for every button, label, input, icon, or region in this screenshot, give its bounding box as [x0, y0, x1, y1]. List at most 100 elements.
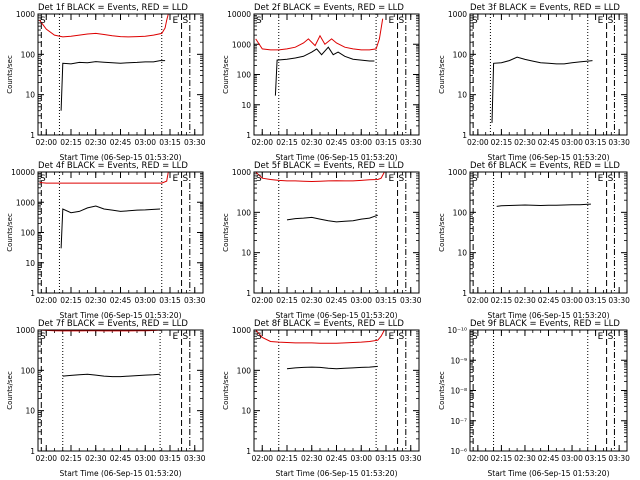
y-tick-label: 1000 — [16, 198, 35, 207]
x-axis-label: Start Time (06-Sep-15 01:53:20) — [488, 153, 610, 162]
y-tick-label: 10 — [241, 249, 251, 258]
x-tick-label: 02:00 — [35, 138, 57, 147]
plot-frame — [37, 329, 204, 452]
panel-title: Det 2f BLACK = Events, RED = LLD — [254, 3, 404, 13]
x-axis-label: Start Time (06-Sep-15 01:53:20) — [488, 311, 610, 320]
lld-series-line — [39, 14, 170, 38]
y-tick-label: 10 — [25, 407, 35, 416]
y-tick-label: 1 — [462, 131, 467, 140]
plot-frame — [253, 13, 420, 136]
start-marker: S — [399, 174, 405, 184]
x-tick-label: 02:45 — [110, 296, 132, 305]
start-marker: S — [40, 174, 46, 184]
y-tick-label: 10⁻⁶ — [450, 447, 467, 456]
x-axis-label: Start Time (06-Sep-15 01:53:20) — [488, 469, 610, 478]
y-axis-label: Counts/sec — [222, 55, 230, 94]
y-axis-label: Counts/sec — [438, 213, 446, 252]
x-tick-label: 02:30 — [514, 138, 536, 147]
x-tick-label: 03:30 — [608, 138, 630, 147]
end-marker: E — [173, 332, 179, 342]
lld-series-line — [255, 18, 384, 51]
y-tick-label: 100 — [21, 50, 36, 59]
y-tick-label: 1 — [30, 447, 35, 456]
x-tick-label: 03:15 — [159, 296, 181, 305]
y-tick-label: 1000 — [232, 40, 251, 49]
y-tick-label: 10 — [241, 101, 251, 110]
panel-title: Det 5f BLACK = Events, RED = LLD — [254, 161, 404, 171]
y-axis-label: Counts/sec — [6, 55, 14, 94]
start-marker: S — [608, 16, 614, 26]
x-axis-label: Start Time (06-Sep-15 01:53:20) — [276, 311, 398, 320]
x-tick-label: 03:00 — [561, 454, 583, 463]
y-tick-label: 100 — [237, 208, 252, 217]
x-tick-label: 02:15 — [276, 138, 298, 147]
panel-title: Det 8f BLACK = Events, RED = LLD — [254, 319, 404, 329]
x-tick-label: 02:45 — [326, 138, 348, 147]
x-tick-label: 03:00 — [134, 296, 156, 305]
start-marker: S — [256, 16, 262, 26]
start-marker: S — [183, 332, 189, 342]
x-tick-label: 02:30 — [85, 454, 107, 463]
y-tick-label: 10⁻¹⁰ — [447, 326, 467, 335]
y-tick-label: 10⁻⁷ — [450, 417, 467, 426]
x-tick-label: 03:00 — [561, 138, 583, 147]
end-marker: E — [173, 174, 179, 184]
x-tick-label: 02:45 — [110, 138, 132, 147]
y-tick-label: 1000 — [232, 168, 251, 177]
start-marker: S — [472, 174, 478, 184]
x-tick-label: 02:45 — [538, 454, 560, 463]
panel-title: Det 3f BLACK = Events, RED = LLD — [470, 3, 620, 13]
lld-series-line — [39, 172, 169, 184]
y-tick-label: 1000 — [232, 326, 251, 335]
x-tick-label: 02:15 — [276, 454, 298, 463]
y-axis-label: Counts/sec — [6, 371, 14, 410]
y-tick-label: 1000 — [16, 10, 35, 19]
start-marker: S — [608, 174, 614, 184]
start-marker: S — [183, 174, 189, 184]
x-tick-label: 03:30 — [608, 454, 630, 463]
start-marker: S — [399, 16, 405, 26]
x-tick-label: 03:00 — [350, 454, 372, 463]
end-marker: E — [598, 174, 604, 184]
end-marker: E — [598, 16, 604, 26]
x-tick-label: 03:15 — [585, 296, 607, 305]
y-tick-label: 100 — [237, 71, 252, 80]
x-axis-label: Start Time (06-Sep-15 01:53:20) — [60, 153, 182, 162]
plot-frame — [253, 171, 420, 294]
x-tick-label: 03:15 — [585, 454, 607, 463]
x-tick-label: 03:15 — [375, 454, 397, 463]
start-marker: S — [472, 16, 478, 26]
end-marker: E — [598, 332, 604, 342]
x-axis-label: Start Time (06-Sep-15 01:53:20) — [276, 469, 398, 478]
start-marker: S — [256, 332, 262, 342]
x-tick-label: 03:15 — [585, 138, 607, 147]
x-tick-label: 03:00 — [134, 454, 156, 463]
x-tick-label: 02:15 — [491, 454, 513, 463]
panel-title: Det 9f BLACK = Events, RED = LLD — [470, 319, 620, 329]
x-axis-label: Start Time (06-Sep-15 01:53:20) — [276, 153, 398, 162]
plot-frame — [469, 171, 628, 294]
y-tick-label: 1 — [246, 289, 251, 298]
plot-frame — [37, 13, 204, 136]
x-tick-label: 02:30 — [85, 296, 107, 305]
y-tick-label: 10 — [25, 259, 35, 268]
y-tick-label: 10⁻⁹ — [450, 356, 467, 365]
lld-series-line — [255, 330, 385, 344]
panel-title: Det 4f BLACK = Events, RED = LLD — [38, 161, 188, 171]
plot-frame — [469, 329, 628, 452]
x-tick-label: 02:45 — [538, 138, 560, 147]
x-tick-label: 03:00 — [134, 138, 156, 147]
x-tick-label: 03:30 — [184, 454, 206, 463]
x-tick-label: 02:15 — [60, 138, 82, 147]
y-tick-label: 100 — [453, 208, 468, 217]
y-axis-label: Counts/sec — [438, 371, 446, 410]
x-tick-label: 03:15 — [159, 454, 181, 463]
y-tick-label: 100 — [237, 366, 252, 375]
y-axis-label: Counts/sec — [6, 213, 14, 252]
plot-frame — [469, 13, 628, 136]
start-marker: S — [256, 174, 262, 184]
end-marker: E — [389, 332, 395, 342]
x-tick-label: 02:15 — [60, 454, 82, 463]
x-tick-label: 02:15 — [276, 296, 298, 305]
